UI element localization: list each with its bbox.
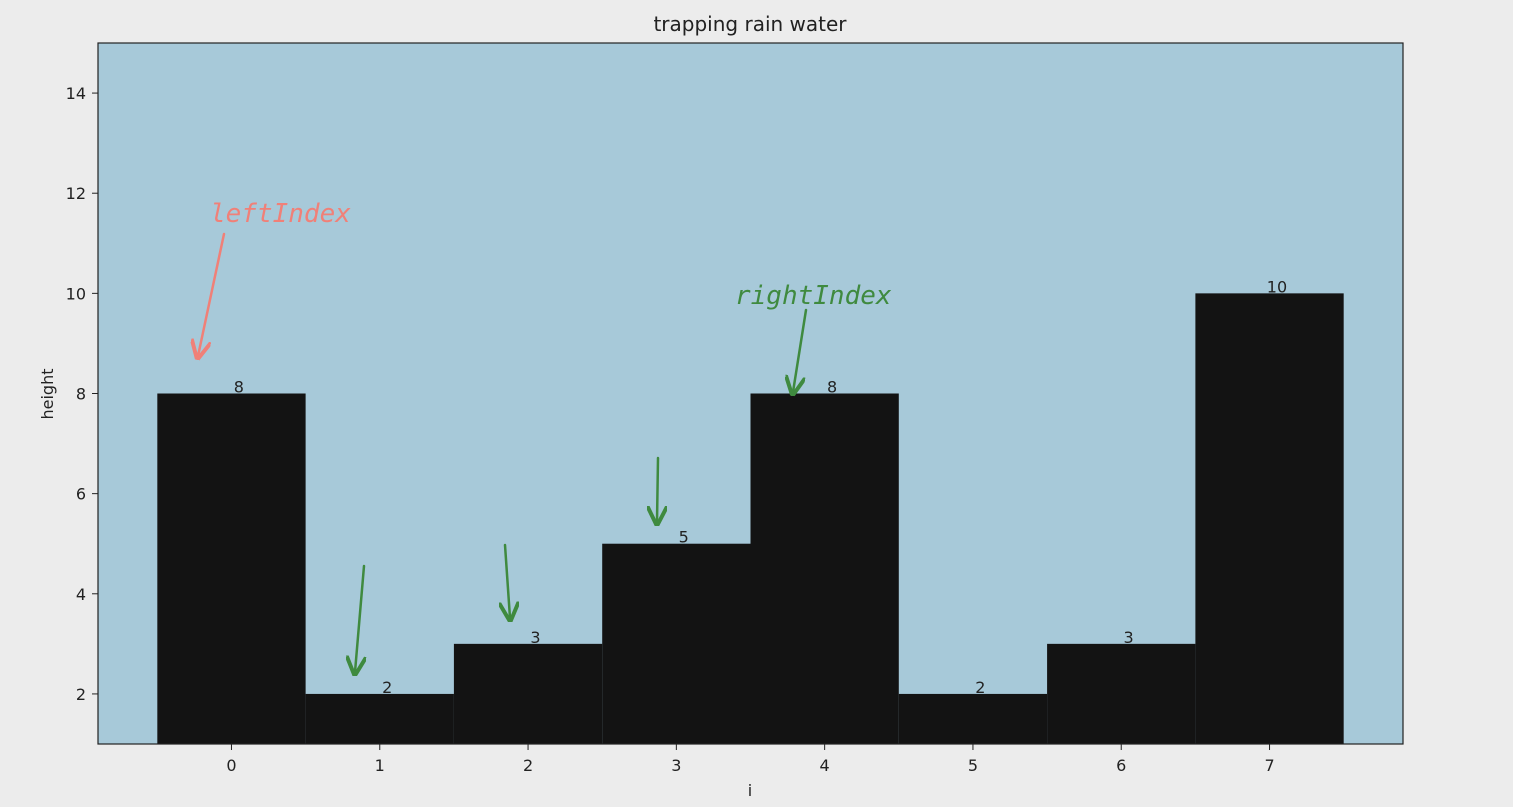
bar-value-label: 3: [1124, 628, 1134, 647]
chart-title: trapping rain water: [653, 12, 847, 36]
y-tick-label: 12: [66, 184, 86, 203]
bar-4: [750, 393, 899, 744]
x-tick-label: 7: [1264, 756, 1274, 775]
marker-arrow: [355, 564, 364, 672]
x-tick-label: 5: [968, 756, 978, 775]
y-axis-label: height: [38, 369, 57, 420]
bar-3: [602, 543, 751, 744]
x-axis-label: i: [748, 781, 752, 800]
bar-6: [1047, 643, 1196, 744]
y-tick-label: 14: [66, 84, 86, 103]
annotation-label: leftIndex: [210, 199, 351, 229]
bar-7: [1195, 293, 1344, 744]
bar-value-label: 5: [679, 528, 689, 547]
x-axis: 0 1 2 3 4 5 6 7: [226, 744, 1275, 775]
bar-0: [157, 393, 306, 744]
bar-1: [305, 693, 454, 744]
bar-value-label: 10: [1267, 277, 1287, 296]
marker-arrow: [657, 456, 658, 522]
y-tick-label: 10: [66, 284, 86, 303]
bar-2: [453, 643, 603, 744]
x-tick-label: 1: [375, 756, 385, 775]
x-tick-label: 3: [671, 756, 681, 775]
x-tick-label: 6: [1116, 756, 1126, 775]
bar-value-label: 3: [530, 628, 540, 647]
bar-value-label: 8: [234, 378, 244, 397]
y-tick-label: 4: [76, 585, 86, 604]
bar-value-label: 2: [382, 678, 392, 697]
annotations-group: leftIndex rightIndex: [198, 199, 892, 672]
annotation-arrow: [198, 232, 226, 356]
marker-arrow: [505, 543, 510, 618]
x-tick-label: 4: [820, 756, 830, 775]
y-tick-label: 2: [76, 685, 86, 704]
x-tick-label: 2: [523, 756, 533, 775]
x-tick-label: 0: [226, 756, 236, 775]
annotation-label: rightIndex: [735, 281, 892, 311]
bars-group: [157, 293, 1344, 744]
bar-labels-group: 8 2 3 5 8 2 3 10: [234, 277, 1287, 697]
annotation-arrow: [793, 308, 808, 392]
y-axis: 2 4 6 8 10 12 14: [66, 84, 98, 704]
y-tick-label: 8: [76, 385, 86, 404]
y-tick-label: 6: [76, 485, 86, 504]
bar-value-label: 8: [827, 378, 837, 397]
bar-5: [898, 693, 1048, 744]
bar-value-label: 2: [975, 678, 985, 697]
